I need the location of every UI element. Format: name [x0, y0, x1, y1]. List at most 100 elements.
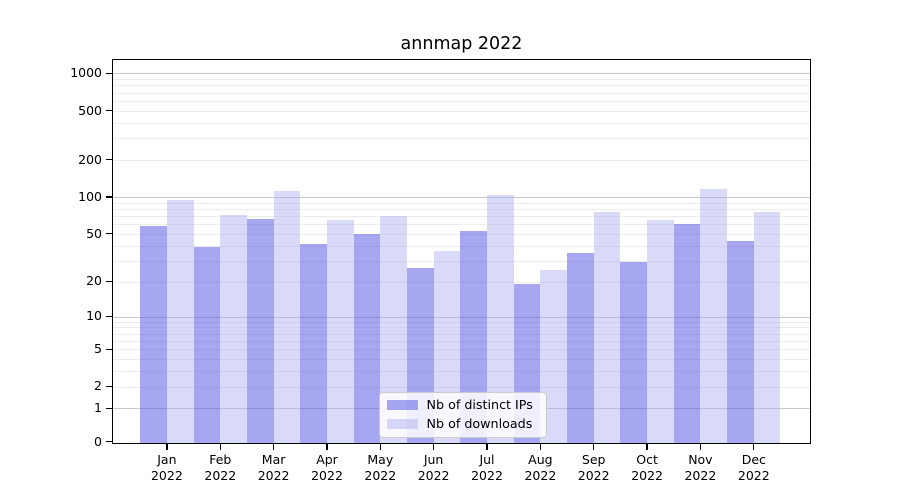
minor-gridline	[113, 79, 810, 80]
x-tick-month: Apr	[316, 452, 338, 467]
bar-nb-of-distinct-ips-jan	[140, 225, 167, 443]
y-tick-label: 5	[94, 340, 102, 356]
minor-gridline	[113, 138, 810, 140]
bar-nb-of-downloads-dec	[753, 211, 781, 443]
x-tick-label-feb: Feb 2022	[193, 452, 247, 483]
minor-gridline	[113, 216, 810, 217]
x-tick-year: 2022	[684, 467, 717, 483]
x-tick-month: Sep	[581, 452, 606, 467]
x-tick-label-sep: Sep 2022	[567, 452, 621, 483]
x-tick-label-apr: Apr 2022	[300, 452, 354, 483]
x-tick-month: Dec	[741, 452, 766, 467]
legend: Nb of distinct IPs Nb of downloads	[378, 391, 547, 438]
bar-nb-of-downloads-jan	[166, 200, 194, 443]
y-tick-label: 100	[78, 188, 102, 204]
y-tick-mark	[105, 72, 112, 74]
y-tick-mark	[105, 441, 112, 443]
y-tick-label: 200	[78, 151, 102, 167]
major-gridline	[113, 197, 810, 198]
bar-nb-of-downloads-mar	[273, 190, 301, 443]
x-tick-label-nov: Nov 2022	[673, 452, 727, 483]
bar-nb-of-downloads-nov	[700, 189, 728, 443]
y-tick-mark	[105, 315, 112, 318]
x-tick-year: 2022	[471, 467, 503, 483]
x-tick-label-mar: Mar 2022	[247, 452, 301, 483]
y-tick-label: 1000	[70, 65, 102, 81]
legend-item-downloads: Nb of downloads	[386, 416, 540, 432]
y-tick-label: 20	[86, 273, 102, 289]
x-tick-year: 2022	[577, 467, 610, 483]
bar-nb-of-distinct-ips-may	[353, 233, 381, 443]
x-tick-year: 2022	[311, 467, 343, 483]
x-tick-month: May	[367, 452, 394, 467]
x-tick-month: Jun	[423, 452, 444, 467]
legend-label-downloads: Nb of downloads	[426, 416, 533, 431]
major-gridline	[113, 73, 810, 75]
x-tick-mark	[326, 443, 328, 450]
minor-gridline	[113, 100, 810, 102]
x-tick-mark	[646, 443, 648, 450]
x-tick-month: Oct	[636, 452, 658, 467]
x-tick-month: Nov	[688, 452, 713, 467]
minor-gridline	[113, 159, 810, 161]
x-tick-month: Feb	[209, 452, 232, 467]
bar-nb-of-distinct-ips-apr	[300, 244, 327, 443]
x-tick-mark	[539, 443, 541, 450]
x-tick-year: 2022	[631, 467, 663, 483]
y-tick-mark	[105, 348, 112, 350]
minor-gridline	[113, 224, 810, 226]
y-tick-mark	[105, 233, 112, 235]
y-tick-mark	[105, 385, 112, 388]
x-tick-mark	[219, 443, 221, 450]
plot-area	[113, 60, 810, 443]
y-tick-label: 10	[86, 308, 102, 324]
x-tick-year: 2022	[417, 467, 450, 483]
minor-gridline	[113, 92, 810, 94]
minor-gridline	[113, 202, 810, 204]
x-tick-label-jul: Jul 2022	[460, 452, 514, 483]
minor-gridline	[113, 110, 810, 112]
y-tick-label: 0	[94, 433, 102, 449]
legend-label-distinct-ips: Nb of distinct IPs	[426, 397, 533, 412]
y-tick-mark	[105, 407, 112, 409]
legend-swatch-distinct-ips	[386, 400, 418, 410]
x-tick-mark	[433, 443, 435, 450]
x-tick-label-aug: Aug 2022	[513, 452, 567, 483]
x-tick-mark	[593, 443, 595, 450]
minor-gridline	[113, 85, 810, 87]
x-tick-label-jan: Jan 2022	[140, 452, 194, 483]
minor-gridline	[113, 208, 810, 210]
y-tick-mark	[105, 196, 112, 198]
x-tick-mark	[753, 443, 755, 450]
y-tick-mark	[105, 281, 112, 283]
x-tick-label-oct: Oct 2022	[620, 452, 674, 483]
y-tick-mark	[105, 110, 112, 112]
bar-nb-of-downloads-apr	[327, 219, 354, 443]
bar-nb-of-distinct-ips-nov	[673, 224, 701, 443]
x-tick-label-jun: Jun 2022	[407, 452, 461, 483]
x-tick-label-may: May 2022	[353, 452, 407, 483]
x-tick-year: 2022	[204, 467, 237, 483]
x-tick-year: 2022	[257, 467, 290, 483]
minor-gridline	[113, 122, 810, 124]
y-tick-label: 1	[94, 400, 102, 416]
x-tick-month: Mar	[261, 452, 286, 467]
x-tick-year: 2022	[364, 467, 397, 483]
x-tick-year: 2022	[150, 467, 183, 483]
x-tick-label-dec: Dec 2022	[727, 452, 781, 483]
y-tick-mark	[105, 159, 112, 161]
bar-nb-of-distinct-ips-dec	[727, 240, 754, 443]
legend-swatch-downloads	[386, 419, 418, 429]
x-tick-month: Jan	[157, 452, 177, 467]
x-tick-year: 2022	[737, 467, 770, 483]
bar-nb-of-downloads-oct	[647, 219, 674, 443]
x-tick-month: Aug	[528, 452, 553, 467]
x-tick-mark	[166, 443, 168, 450]
y-tick-label: 2	[94, 378, 102, 394]
x-tick-mark	[379, 443, 381, 450]
bar-nb-of-distinct-ips-mar	[246, 219, 274, 443]
y-tick-label: 500	[78, 102, 102, 118]
chart-title: annmap 2022	[400, 34, 523, 54]
bar-nb-of-downloads-feb	[220, 214, 247, 443]
bar-nb-of-downloads-sep	[593, 211, 621, 443]
